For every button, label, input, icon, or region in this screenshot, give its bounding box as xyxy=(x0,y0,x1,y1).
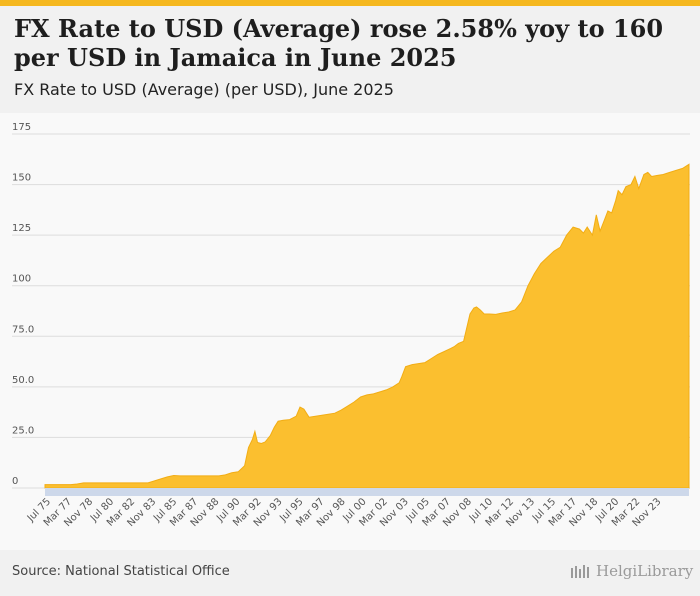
y-tick-label: 50.0 xyxy=(12,375,34,386)
top-accent-bar xyxy=(0,0,700,6)
source-note: Source: National Statistical Office xyxy=(12,564,230,579)
y-tick-label: 150 xyxy=(12,173,31,184)
brand-name: HelgiLibrary xyxy=(596,562,694,580)
y-tick-label: 0 xyxy=(12,476,18,487)
y-tick-label: 25.0 xyxy=(12,425,34,436)
series-area xyxy=(44,163,690,489)
y-tick-label: 125 xyxy=(12,223,31,234)
library-icon xyxy=(571,565,589,578)
y-tick-label: 100 xyxy=(12,274,31,285)
y-tick-label: 175 xyxy=(12,122,31,133)
page-title: FX Rate to USD (Average) rose 2.58% yoy … xyxy=(14,14,664,72)
x-axis-band xyxy=(45,488,689,496)
chart-subtitle: FX Rate to USD (Average) (per USD), June… xyxy=(14,80,394,99)
y-tick-label: 75.0 xyxy=(12,324,34,335)
brand-logo: HelgiLibrary xyxy=(570,562,693,580)
